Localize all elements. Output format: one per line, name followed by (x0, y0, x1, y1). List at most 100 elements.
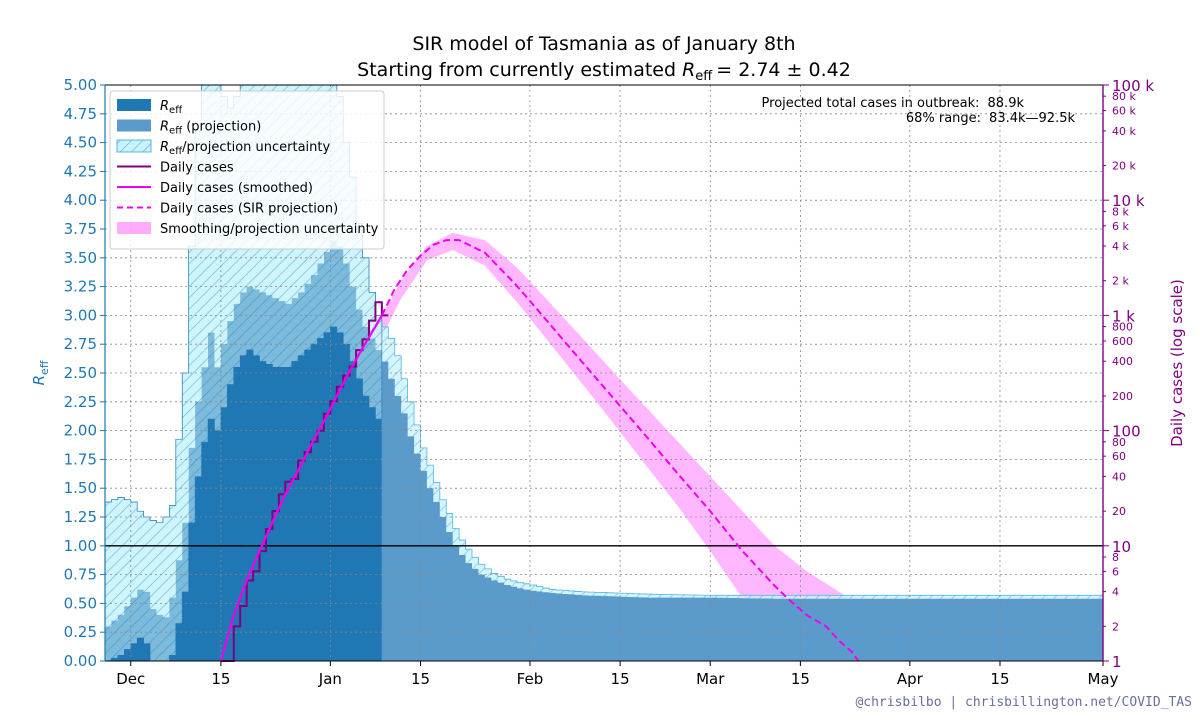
left-tick-label: 0.25 (64, 623, 97, 641)
left-axis-label-symbol: R (30, 375, 48, 385)
left-tick-label: 1.00 (64, 537, 97, 555)
legend-item: Reff (projection) (117, 119, 261, 137)
right-minor-tick-label: 40 (1112, 470, 1126, 483)
right-minor-tick-label: 2 k (1112, 275, 1129, 288)
x-tick-label: 15 (791, 670, 810, 688)
left-tick-label: 5.00 (64, 76, 97, 94)
right-minor-tick-label: 6 (1112, 565, 1119, 578)
x-tick-label: May (1087, 670, 1118, 688)
right-major-tick-label: 10 (1112, 538, 1131, 556)
legend-swatch-uncertainty (116, 139, 152, 153)
reff-fill (105, 240, 382, 661)
right-major-tick-label: 1 (1112, 653, 1122, 671)
legend-item: Daily cases (smoothed) (117, 181, 313, 196)
legend-label-symbol: R (160, 140, 169, 155)
x-tick-label: 15 (990, 670, 1009, 688)
left-tick-label: 4.25 (64, 162, 97, 180)
total-cases-annotation: Projected total cases in outbreak: 88.9k (762, 96, 1025, 111)
x-tick-label: 15 (211, 670, 230, 688)
right-minor-tick-label: 2 (1112, 620, 1119, 633)
chart-subtitle: Starting from currently estimated Reff = … (357, 59, 851, 84)
legend-item: Daily cases (SIR projection) (117, 202, 338, 217)
left-tick-label: 3.00 (64, 306, 97, 324)
left-axis-label: Reff (30, 360, 51, 385)
axes: 0.00 0.25 0.50 0.75 1.00 1.25 1.50 1.75 2.00 2.25… (30, 76, 1186, 688)
legend-label: Daily cases (smoothed) (160, 181, 313, 196)
left-tick-label: 2.00 (64, 422, 97, 440)
left-tick-label: 2.75 (64, 335, 97, 353)
right-minor-tick-label: 400 (1112, 355, 1133, 368)
legend-label: Reff/projection uncertainty (160, 140, 331, 157)
left-tick-label: 3.75 (64, 220, 97, 238)
left-tick-label: 0.50 (64, 594, 97, 612)
legend-item: Reff/projection uncertainty (116, 139, 331, 157)
legend-label: Daily cases (160, 161, 234, 176)
x-tick-label: Jan (318, 670, 342, 688)
right-minor-tick-label: 600 (1112, 335, 1133, 348)
legend-label-symbol: R (160, 99, 169, 114)
left-tick-label: 1.75 (64, 450, 97, 468)
legend-label-subscript: eff (169, 126, 183, 137)
right-minor-tick-label: 80 k (1112, 90, 1136, 103)
right-minor-tick-label: 60 (1112, 450, 1126, 463)
x-tick-label: Feb (517, 670, 544, 688)
legend-item: Reff (117, 99, 183, 116)
left-tick-label: 4.50 (64, 134, 97, 152)
right-minor-tick-label: 6 k (1112, 220, 1129, 233)
right-major-tick-label: 100 k (1112, 77, 1154, 95)
right-minor-tick-label: 200 (1112, 390, 1133, 403)
credit-text: @chrisbilbo | chrisbillington.net/COVID_… (855, 695, 1192, 710)
legend-label-subscript: eff (169, 105, 183, 116)
left-tick-label: 4.00 (64, 191, 97, 209)
left-tick-label: 2.50 (64, 364, 97, 382)
right-minor-tick-label: 4 (1112, 586, 1119, 599)
legend-label: Reff (projection) (160, 120, 261, 137)
right-major-tick-label: 100 (1112, 423, 1141, 441)
legend-box (109, 90, 385, 250)
right-minor-tick-label: 60 k (1112, 105, 1136, 118)
left-tick-label: 3.50 (64, 249, 97, 267)
right-major-tick-label: 10 k (1112, 192, 1145, 210)
smoothed-cases-line (219, 314, 383, 662)
range-annotation: 68% range: 83.4k—92.5k (906, 111, 1076, 126)
right-minor-tick-label: 20 k (1112, 160, 1136, 173)
legend-item: Daily cases (117, 161, 234, 176)
legend-swatch-reff-projection (117, 119, 151, 132)
right-minor-tick-label: 80 (1112, 436, 1126, 449)
left-tick-label: 4.75 (64, 105, 97, 123)
right-minor-tick-label: 8 k (1112, 205, 1129, 218)
left-tick-label: 3.25 (64, 278, 97, 296)
left-tick-label: 2.25 (64, 393, 97, 411)
legend-item: Smoothing/projection uncertainty (117, 222, 379, 237)
left-tick-label: 1.50 (64, 479, 97, 497)
x-tick-label: 15 (611, 670, 630, 688)
legend-swatch-smoothing-band (117, 222, 151, 234)
legend-swatch-reff (117, 99, 151, 111)
left-tick-label: 0.00 (64, 652, 97, 670)
x-tick-label: 15 (411, 670, 430, 688)
right-minor-tick-label: 800 (1112, 321, 1133, 334)
right-minor-tick-label: 20 (1112, 505, 1126, 518)
x-tick-label: Mar (696, 670, 725, 688)
right-axis-label: Daily cases (log scale) (1168, 279, 1186, 447)
right-minor-tick-label: 40 k (1112, 125, 1136, 138)
chart-title: SIR model of Tasmania as of January 8th (412, 33, 795, 55)
x-tick-label: Dec (116, 670, 145, 688)
legend-label-subscript: eff (169, 146, 183, 157)
legend-label-text: /projection uncertainty (182, 140, 330, 155)
legend-label: Smoothing/projection uncertainty (160, 222, 379, 237)
x-tick-label: Apr (897, 670, 924, 688)
reff-projection-fill (381, 361, 1103, 661)
legend-label-text: (projection) (182, 120, 261, 135)
right-minor-tick-label: 4 k (1112, 240, 1129, 253)
legend-label: Daily cases (SIR projection) (160, 202, 338, 217)
right-minor-tick-label: 8 (1112, 551, 1119, 564)
left-tick-label: 0.75 (64, 566, 97, 584)
right-major-tick-label: 1 k (1112, 307, 1135, 325)
legend-label-symbol: R (160, 120, 169, 135)
left-axis-label-subscript: eff (38, 360, 51, 375)
left-tick-label: 1.25 (64, 508, 97, 526)
legend-label: Reff (160, 99, 183, 116)
